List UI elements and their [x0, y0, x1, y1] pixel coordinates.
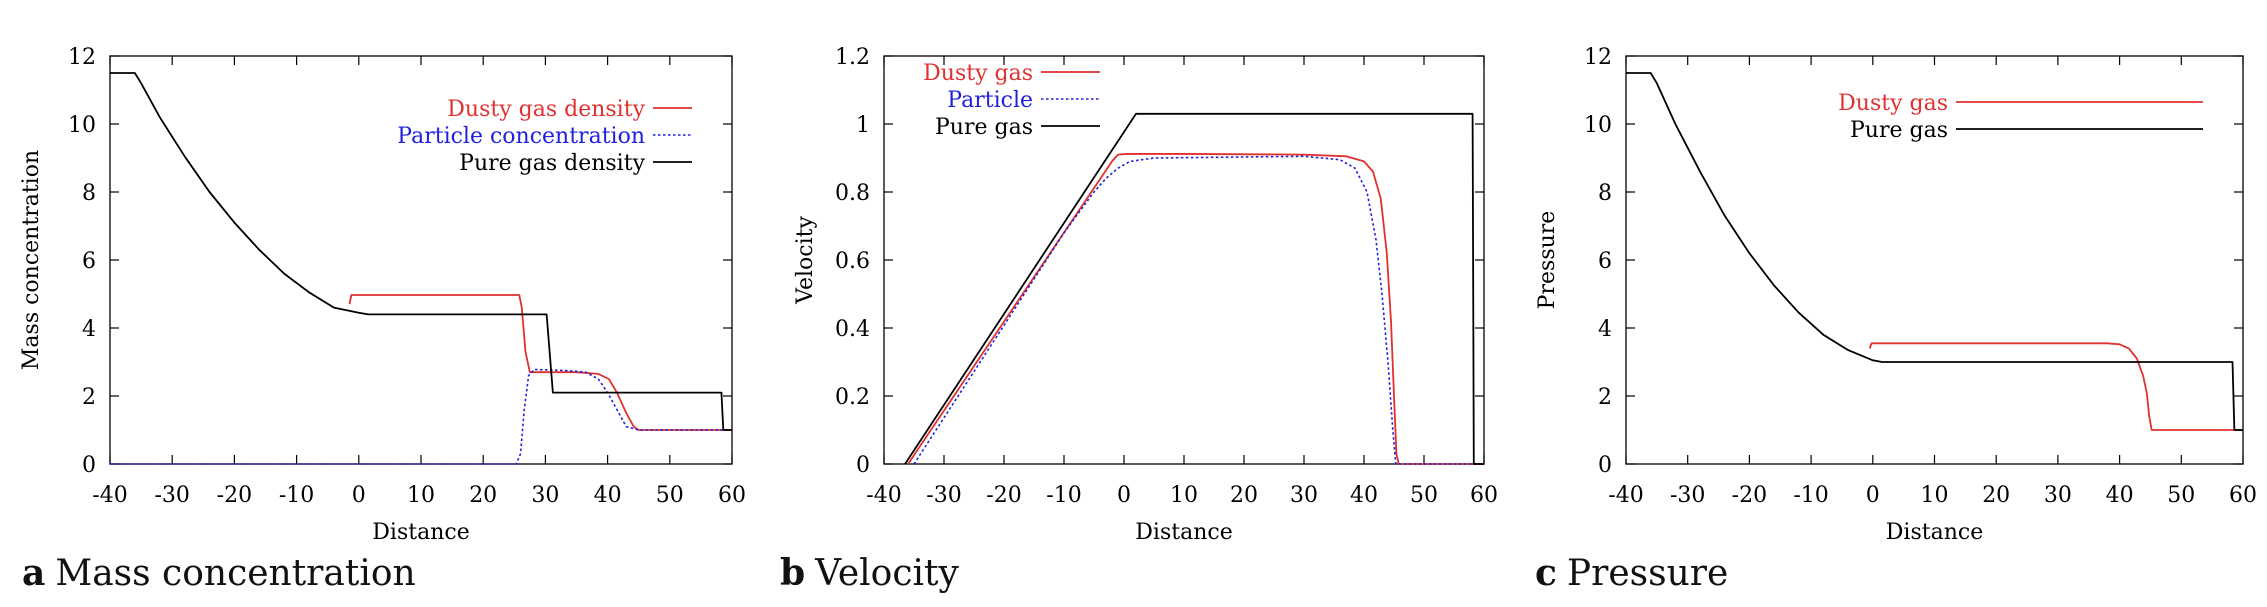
x-tick-label: 50 — [656, 483, 684, 508]
x-tick-label: 30 — [2044, 483, 2072, 508]
panel-a: -40 -30 -20 -10 0 10 20 30 40 50 60 0 2 4 6 8 10 12 Distan… — [19, 45, 746, 545]
caption-a-letter: a — [22, 552, 46, 594]
x-tick-label: 0 — [1866, 483, 1880, 508]
x-tick-label: -30 — [1670, 483, 1705, 508]
x-tick-label: -10 — [279, 483, 314, 508]
series-line-pure-gas — [1626, 72, 2243, 431]
series-line-dusty-gas — [907, 153, 1484, 465]
legend-label: Pure gas density — [459, 151, 645, 176]
y-tick-label: 6 — [82, 249, 96, 274]
x-tick-label: 10 — [1921, 483, 1949, 508]
y-tick-label: 8 — [1598, 181, 1612, 206]
y-tick-label: 0.6 — [835, 249, 870, 274]
x-tick-label: 40 — [594, 483, 622, 508]
x-tick-label: -30 — [154, 483, 189, 508]
x-axis-label: Distance — [372, 520, 469, 545]
x-tick-label: 20 — [1230, 483, 1258, 508]
x-tick-label: 20 — [469, 483, 497, 508]
x-tick-label: 20 — [1982, 483, 2010, 508]
legend-label: Dusty gas — [1838, 91, 1948, 116]
y-tick-label: 12 — [68, 45, 96, 70]
y-tick-label: 1 — [856, 113, 870, 138]
y-tick-label: 0.4 — [835, 317, 870, 342]
x-tick-label: 60 — [718, 483, 746, 508]
caption-a-title: Mass concentration — [55, 553, 416, 594]
y-tick-label: 0.2 — [835, 385, 870, 410]
caption-b: b Velocity — [780, 552, 959, 594]
panel-b: -40 -30 -20 -10 0 10 20 30 40 50 60 0 0.2 0.4 0.6 0.8 1 1… — [793, 45, 1498, 545]
x-tick-label: -10 — [1793, 483, 1828, 508]
x-tick-label: -20 — [986, 483, 1021, 508]
y-tick-label: 8 — [82, 181, 96, 206]
caption-c: c Pressure — [1535, 552, 1728, 594]
x-tick-label: 50 — [1410, 483, 1438, 508]
x-tick-label: -40 — [1608, 483, 1643, 508]
series-line-particle-concentration — [110, 368, 732, 465]
y-tick-label: 2 — [82, 385, 96, 410]
caption-c-title: Pressure — [1566, 553, 1729, 594]
legend-label: Particle concentration — [397, 124, 645, 149]
x-tick-label: 0 — [1117, 483, 1131, 508]
y-tick-label: 0 — [1598, 453, 1612, 478]
x-tick-label: 30 — [531, 483, 559, 508]
x-tick-label: -40 — [866, 483, 901, 508]
caption-c-letter: c — [1535, 552, 1557, 594]
y-tick-label: 0 — [856, 453, 870, 478]
series-line-particle — [913, 155, 1484, 465]
x-tick-label: 30 — [1290, 483, 1318, 508]
caption-b-letter: b — [780, 552, 806, 594]
series-line-pure-gas-density — [110, 72, 732, 431]
x-tick-label: -30 — [926, 483, 961, 508]
x-tick-label: -20 — [1732, 483, 1767, 508]
y-tick-label: 1.2 — [835, 45, 870, 70]
panel-c: -40 -30 -20 -10 0 10 20 30 40 50 60 0 2 4 6 8 10 12 Distan… — [1535, 45, 2257, 545]
legend-label: Particle — [947, 88, 1033, 113]
x-tick-label: 50 — [2167, 483, 2195, 508]
y-tick-label: 0 — [82, 453, 96, 478]
x-tick-label: 40 — [2106, 483, 2134, 508]
series-line-dusty-gas-density — [348, 294, 732, 431]
y-tick-label: 0.8 — [835, 181, 870, 206]
caption-a: a Mass concentration — [22, 552, 416, 594]
x-axis-label: Distance — [1886, 520, 1983, 545]
legend-label: Dusty gas density — [447, 97, 645, 122]
x-tick-label: 10 — [407, 483, 435, 508]
y-tick-label: 6 — [1598, 249, 1612, 274]
x-tick-label: 40 — [1350, 483, 1378, 508]
y-axis-label: Mass concentration — [19, 150, 44, 370]
caption-b-title: Velocity — [815, 553, 959, 594]
x-tick-label: -10 — [1046, 483, 1081, 508]
y-axis-label: Pressure — [1535, 211, 1560, 310]
y-axis-label: Velocity — [793, 216, 818, 305]
legend-label: Pure gas — [935, 115, 1033, 140]
y-tick-label: 2 — [1598, 385, 1612, 410]
x-axis-label: Distance — [1135, 520, 1232, 545]
y-tick-label: 4 — [1598, 317, 1612, 342]
x-tick-label: 10 — [1170, 483, 1198, 508]
legend-label: Pure gas — [1850, 118, 1948, 143]
legend-label: Dusty gas — [923, 61, 1033, 86]
x-tick-label: -20 — [217, 483, 252, 508]
x-tick-label: 60 — [2229, 483, 2257, 508]
y-tick-label: 10 — [68, 113, 96, 138]
y-tick-label: 12 — [1584, 45, 1612, 70]
x-tick-label: -40 — [92, 483, 127, 508]
x-tick-label: 60 — [1470, 483, 1498, 508]
x-tick-label: 0 — [352, 483, 366, 508]
series-line-pure-gas — [904, 112, 1484, 465]
series-line-dusty-gas — [1868, 342, 2243, 431]
y-tick-label: 10 — [1584, 113, 1612, 138]
y-tick-label: 4 — [82, 317, 96, 342]
